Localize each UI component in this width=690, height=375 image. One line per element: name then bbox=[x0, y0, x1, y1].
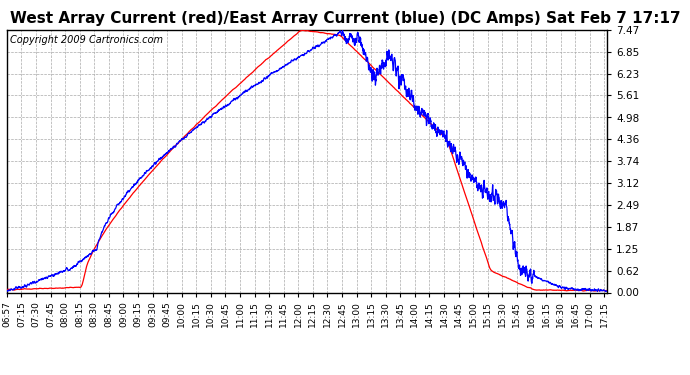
Text: West Array Current (red)/East Array Current (blue) (DC Amps) Sat Feb 7 17:17: West Array Current (red)/East Array Curr… bbox=[10, 11, 680, 26]
Text: Copyright 2009 Cartronics.com: Copyright 2009 Cartronics.com bbox=[10, 35, 163, 45]
